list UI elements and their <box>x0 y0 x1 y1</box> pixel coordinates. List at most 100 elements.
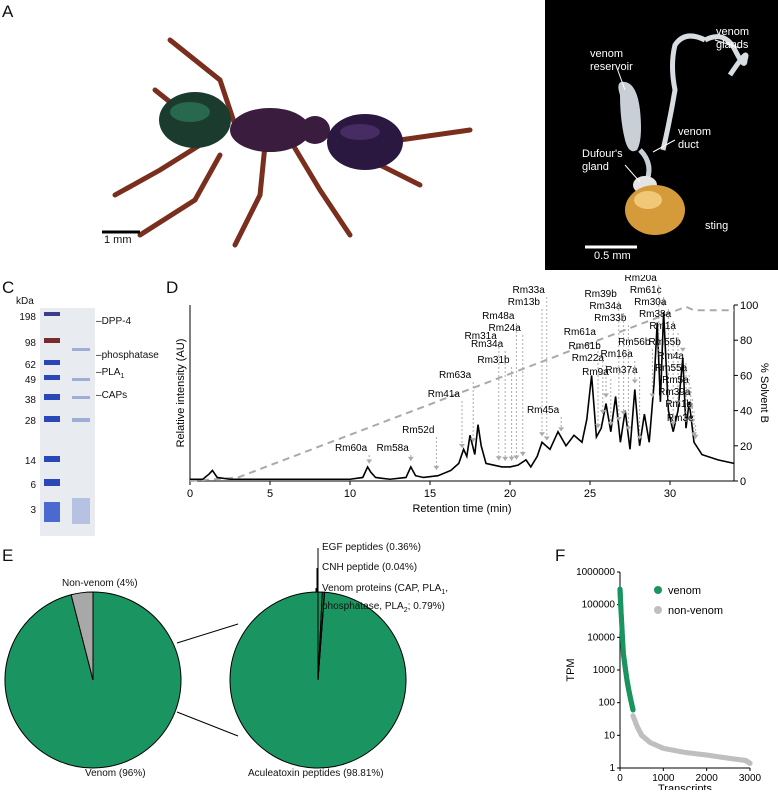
y2-tick-label: 0 <box>740 476 746 488</box>
peak-marker-arrow <box>513 455 520 460</box>
peak-label: Rm61a <box>564 327 597 338</box>
y2-tick-label: 20 <box>740 441 752 453</box>
y2-tick-label: 100 <box>740 300 758 312</box>
venom-proteins-label: Venom proteins (CAP, PLA1, phosphatase, P… <box>322 583 449 614</box>
x-tick-label: 0 <box>187 488 193 500</box>
nonvenom-label: Non-venom (4%) <box>62 578 138 589</box>
band-caps: –CAPs <box>96 390 128 401</box>
tpm-scatter-chart: 0 1000 2000 3000 1 10 100 1000 10000 100000 100000… <box>565 567 762 790</box>
peak-label: Rm61c <box>630 285 662 296</box>
x-tick-label: 30 <box>664 488 676 500</box>
peak-marker-arrow <box>470 438 477 443</box>
egf-label: EGF peptides (0.36%) <box>322 542 421 553</box>
gel-marker-38: 38 <box>24 395 36 406</box>
peak-label: Rm56b <box>618 337 651 348</box>
peak-marker-arrow <box>595 424 601 429</box>
peak-label: Rm34a <box>471 339 504 350</box>
peak-marker-arrow <box>607 421 614 426</box>
peak-label: Rm31b <box>477 355 510 366</box>
peak-marker-arrow <box>603 393 609 398</box>
x-tick-label: 0 <box>617 773 623 784</box>
gel-marker-98: 98 <box>24 338 36 349</box>
x-tick-label: 20 <box>504 488 516 500</box>
gel-marker-6: 6 <box>30 480 36 491</box>
point-venom <box>630 707 636 713</box>
connector-bottom <box>176 711 239 737</box>
gel-marker-3: 3 <box>30 505 36 516</box>
peak-label: Rm9a <box>582 367 609 378</box>
pie-charts <box>4 548 407 769</box>
y-tick-label: 1000 <box>593 665 616 676</box>
peak-label: Rm61b <box>569 341 602 352</box>
peak-label: Rm60a <box>335 443 368 454</box>
peak-marker-arrow <box>675 400 681 405</box>
y2-tick-label: 40 <box>740 406 752 418</box>
y-tick-label: 100000 <box>582 600 616 611</box>
ant-head-sheen <box>170 102 210 122</box>
chromatogram-trace <box>190 312 735 481</box>
peak-marker-arrow <box>539 432 545 437</box>
peak-label: Rm39b <box>585 289 618 300</box>
peak-label: Rm45a <box>527 405 560 416</box>
peak-label: Rm1a <box>649 321 676 332</box>
peak-label: Rm33a <box>513 285 546 296</box>
peak-label: Rm4a <box>657 351 684 362</box>
peak-marker-arrow <box>631 379 638 384</box>
peak-label: Rm58a <box>377 443 410 454</box>
x-tick-label: 5 <box>267 488 273 500</box>
panel-d-letter: D <box>166 278 179 297</box>
gel-marker-198: 198 <box>19 312 36 323</box>
y2-tick-label: 60 <box>740 370 752 382</box>
peak-marker-arrow <box>655 352 662 357</box>
peak-marker-arrow <box>508 456 515 461</box>
gel-marker-28: 28 <box>24 416 36 427</box>
pie-slice-non-venom <box>70 591 94 681</box>
y-tick-label: 10000 <box>587 632 615 643</box>
sds-page-gel <box>40 308 95 536</box>
panel-e-letter: E <box>2 546 14 565</box>
band-dpp4: –DPP-4 <box>96 316 132 327</box>
peak-marker-arrow <box>683 418 689 423</box>
x-axis-title: Retention time (min) <box>412 503 511 515</box>
panel-f-letter: F <box>555 546 566 565</box>
peak-label: Rm22a <box>572 353 605 364</box>
ant-gaster <box>327 114 403 170</box>
peak-marker-arrow <box>502 456 509 461</box>
x-tick-label: 25 <box>584 488 596 500</box>
peak-label: Rm41a <box>428 389 461 400</box>
cnh-label: CNH peptide (0.04%) <box>322 562 418 573</box>
pie-slice-cnh-peptide <box>317 591 326 681</box>
sample-lane <box>72 348 90 524</box>
peak-label: Rm30a <box>634 297 667 308</box>
y-tick-label: 100 <box>598 698 615 709</box>
sting-label: sting <box>705 220 729 232</box>
peak-label: Rm13b <box>508 297 541 308</box>
peak-label: Rm55b <box>649 337 682 348</box>
ant-photo <box>102 37 473 248</box>
peak-marker-arrow <box>459 444 465 449</box>
peak-label: Rm38a <box>639 309 672 320</box>
venom-duct-label: venom duct <box>678 126 712 151</box>
peak-label: Rm5a <box>662 375 689 386</box>
peak-label: Rm16a <box>601 349 634 360</box>
peak-label: Rm63a <box>439 370 472 381</box>
venom-reservoir-label: venom reservoir <box>590 48 633 73</box>
ant-gaster-sheen <box>340 124 380 140</box>
x-tick-label: 1000 <box>652 773 675 784</box>
legend-marker-non-venom <box>654 606 662 614</box>
gel-marker-62: 62 <box>24 360 36 371</box>
venom-glands-tube <box>660 33 749 151</box>
y-axis-title: TPM <box>565 658 577 681</box>
peak-label: Rm55a <box>655 363 688 374</box>
peak-marker-arrow <box>692 434 699 439</box>
panel-c-letter: C <box>2 278 15 297</box>
venom-label: Venom (96%) <box>85 768 146 779</box>
y-tick-label: 1000000 <box>576 567 615 578</box>
peak-marker-arrow <box>599 409 606 414</box>
gel-marker-14: 14 <box>24 456 36 467</box>
ant-petiole <box>300 116 330 144</box>
peak-label: Rm33b <box>594 313 627 324</box>
peak-label: Rm34a <box>589 301 622 312</box>
peak-marker-arrow <box>660 302 667 307</box>
peak-marker-arrow <box>620 411 627 416</box>
